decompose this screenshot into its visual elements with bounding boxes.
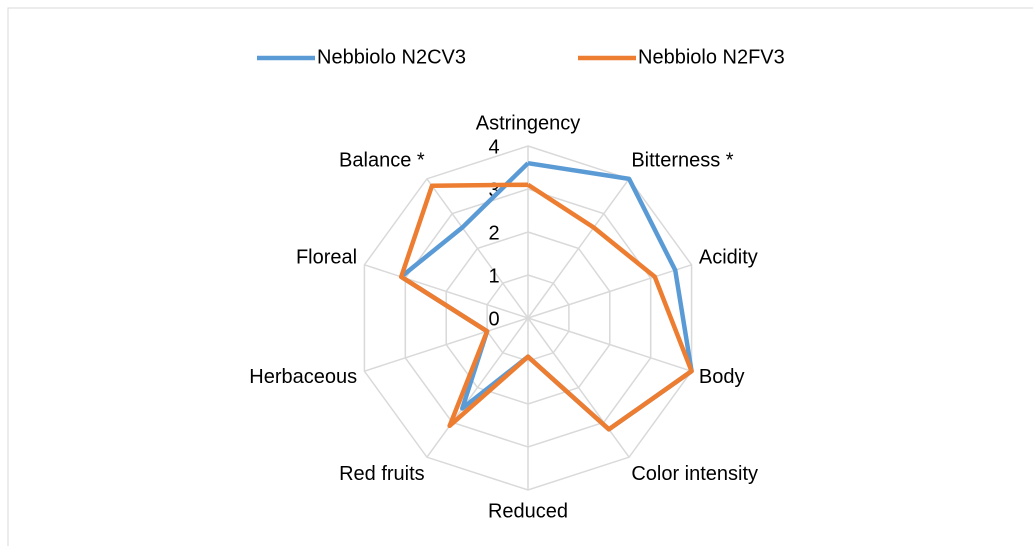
chart-border — [7, 7, 1033, 546]
spoke — [364, 317, 529, 372]
tick-label: 3 — [488, 179, 499, 201]
tick-label: 0 — [488, 308, 499, 330]
axis-label: Red fruits — [339, 463, 425, 485]
axis-label: Bitterness * — [631, 149, 733, 171]
legend-label: Nebbiolo N2CV3 — [317, 46, 466, 68]
spoke — [364, 264, 529, 319]
spoke — [527, 178, 630, 319]
axis-label: Reduced — [488, 500, 568, 522]
spoke — [527, 264, 692, 319]
axis-label: Acidity — [699, 246, 758, 268]
tick-label: 2 — [488, 222, 499, 244]
tick-label: 1 — [488, 265, 499, 287]
spoke — [527, 317, 692, 372]
spoke — [426, 178, 529, 319]
legend-label: Nebbiolo N2FV3 — [638, 46, 785, 68]
spoke — [426, 317, 529, 458]
series-line — [398, 182, 694, 432]
axis-label: Herbaceous — [249, 366, 357, 388]
axis-label: Astringency — [476, 112, 581, 134]
axis-label: Balance * — [339, 149, 425, 171]
axis-label: Color intensity — [631, 463, 758, 485]
axis-label: Floreal — [296, 246, 357, 268]
spoke — [527, 317, 630, 458]
axis-label: Body — [699, 366, 745, 388]
tick-label: 4 — [488, 136, 499, 158]
